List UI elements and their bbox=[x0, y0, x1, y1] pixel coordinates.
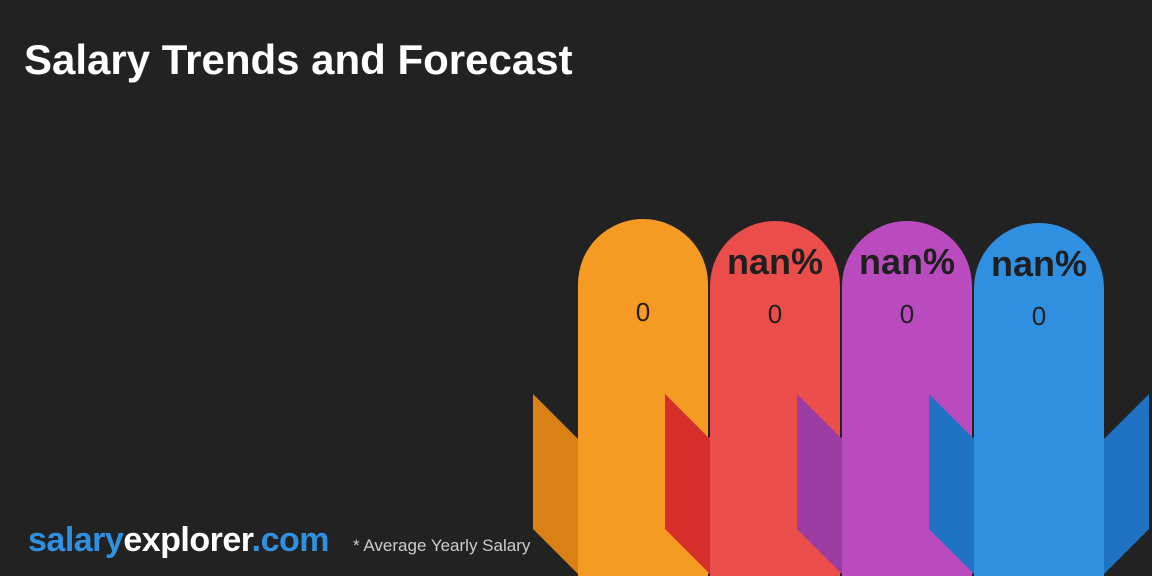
pillar-percent-label: nan% bbox=[710, 241, 840, 283]
pillar-cap bbox=[578, 219, 708, 349]
logo-part-dotcom: .com bbox=[252, 521, 329, 559]
logo-part-explorer: explorer bbox=[123, 521, 251, 559]
page-title: Salary Trends and Forecast bbox=[24, 36, 573, 84]
footnote-text: * Average Yearly Salary bbox=[353, 536, 530, 556]
pillar-value-label: 0 bbox=[974, 301, 1104, 332]
pillar-value-label: 0 bbox=[710, 299, 840, 330]
pillar-value-label: 0 bbox=[578, 297, 708, 328]
footer: salaryexplorer.com * Average Yearly Sala… bbox=[28, 521, 530, 560]
pillar-percent-label: nan% bbox=[974, 243, 1104, 285]
pillar-base-right bbox=[1102, 394, 1149, 576]
chart-pillar-3: nan% 0 bbox=[974, 223, 1104, 576]
pillar-percent-label: nan% bbox=[842, 241, 972, 283]
pillar-value-label: 0 bbox=[842, 299, 972, 330]
pillar-base-left bbox=[533, 394, 580, 576]
logo-part-salary: salary bbox=[28, 521, 123, 559]
site-logo: salaryexplorer.com bbox=[28, 521, 329, 560]
salary-trend-chart: 0nan%0nan%0nan%0 bbox=[532, 0, 1152, 576]
